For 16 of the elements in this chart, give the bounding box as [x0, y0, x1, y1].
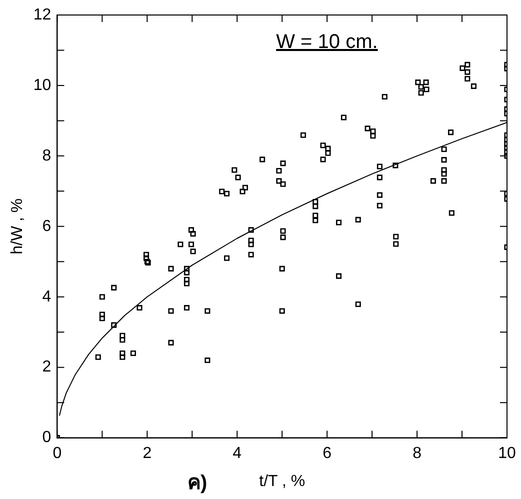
y-tick-label: 2: [42, 358, 52, 376]
annotation: W = 10 cm.: [276, 31, 378, 54]
x-axis-title: t/T , %: [259, 472, 306, 490]
y-tick-label: 12: [33, 6, 52, 24]
y-axis-title: h/W , %: [9, 198, 26, 254]
y-tick-label: 8: [42, 147, 52, 164]
x-tick-label: 2: [142, 445, 152, 462]
x-tick-label: 6: [322, 445, 332, 462]
y-tick-label: 4: [42, 288, 52, 306]
x-tick-label: 8: [412, 445, 422, 462]
y-tick-label: 6: [42, 218, 52, 235]
text: ค): [188, 472, 208, 494]
y-tick-label: 10: [33, 76, 52, 94]
x-tick-label: 10: [498, 445, 516, 462]
y-tick-label: 0: [42, 429, 52, 446]
x-tick-label: 4: [232, 445, 242, 462]
